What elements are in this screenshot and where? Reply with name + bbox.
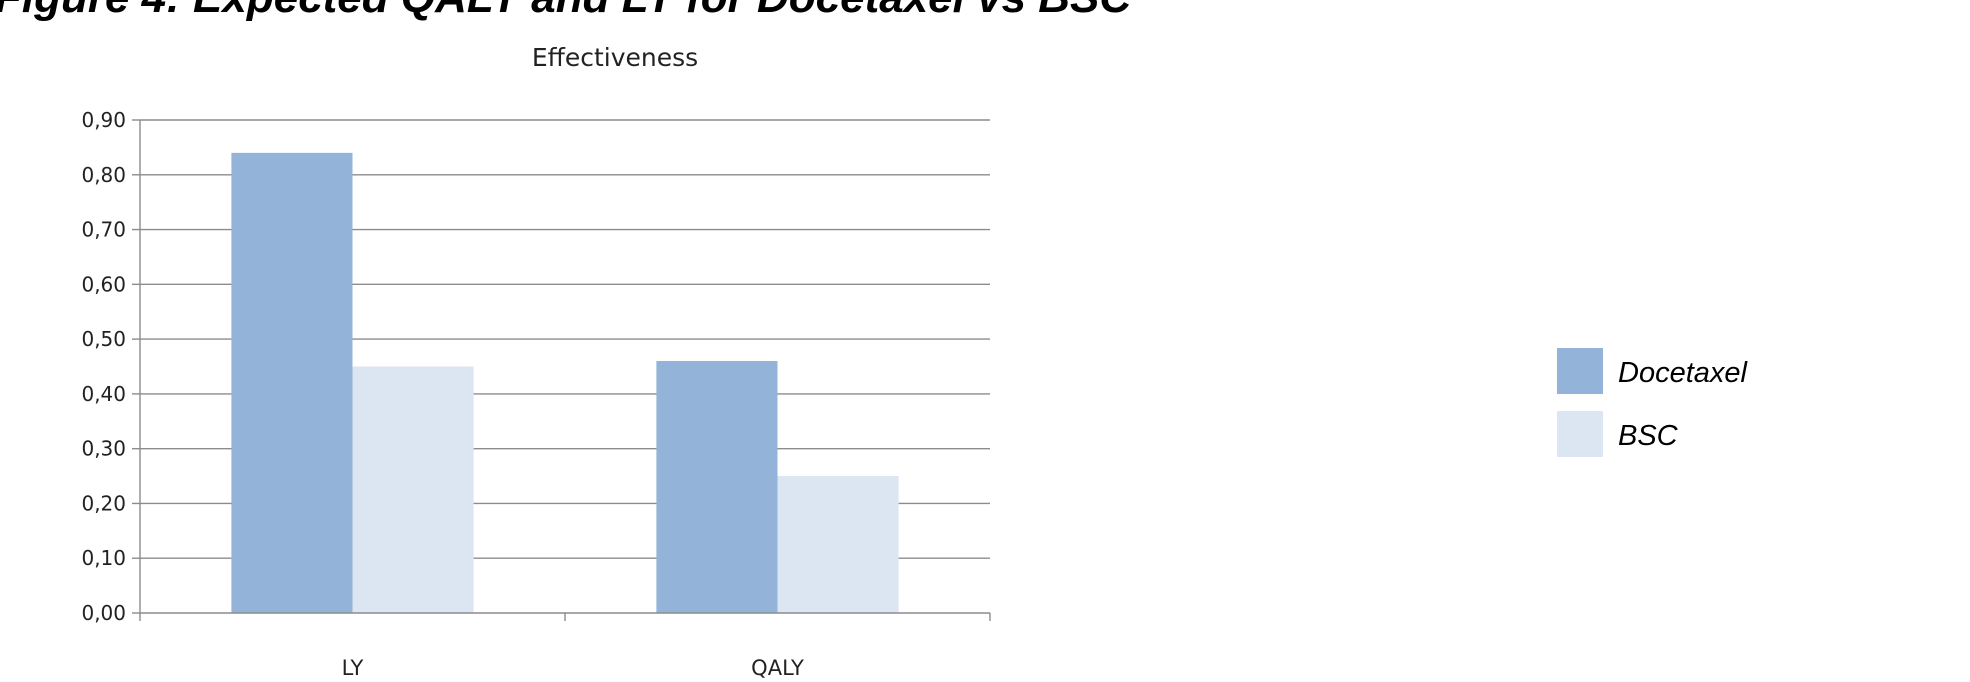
- y-tick-label: 0,20: [81, 491, 126, 515]
- figure-title: Figure 4: Expected QALY and LY for Docet…: [0, 0, 1132, 22]
- bar-docetaxel-qaly: [656, 361, 778, 613]
- y-tick-label: 0,90: [81, 108, 126, 132]
- y-tick-label: 0,50: [81, 327, 126, 351]
- y-tick-label: 0,80: [81, 163, 126, 187]
- y-tick-label: 0,00: [81, 601, 126, 625]
- y-tick-label: 0,10: [81, 546, 126, 570]
- y-tick-label: 0,30: [81, 437, 126, 461]
- legend: Docetaxel BSC: [1557, 348, 1749, 457]
- bar-bsc-qaly: [777, 476, 899, 613]
- x-tick-label: QALY: [751, 656, 804, 680]
- category-labels: LY QALY: [342, 656, 804, 680]
- bars: [231, 152, 899, 613]
- bar-docetaxel-ly: [231, 152, 353, 613]
- bar-bsc-ly: [352, 366, 474, 613]
- x-axis: [139, 120, 991, 621]
- y-tick-label: 0,60: [81, 272, 126, 296]
- y-tick-label: 0,40: [81, 382, 126, 406]
- legend-swatch-bsc: [1557, 411, 1603, 457]
- x-tick-label: LY: [342, 656, 364, 680]
- chart-title: Effectiveness: [532, 43, 698, 72]
- legend-label-docetaxel: Docetaxel: [1618, 357, 1749, 389]
- y-tick-label: 0,70: [81, 218, 126, 242]
- legend-swatch-docetaxel: [1557, 348, 1603, 394]
- legend-label-bsc: BSC: [1618, 420, 1679, 452]
- y-axis-ticks: 0,00 0,10 0,20 0,30 0,40 0,50 0,60 0,70 0,80 0,90: [81, 108, 140, 625]
